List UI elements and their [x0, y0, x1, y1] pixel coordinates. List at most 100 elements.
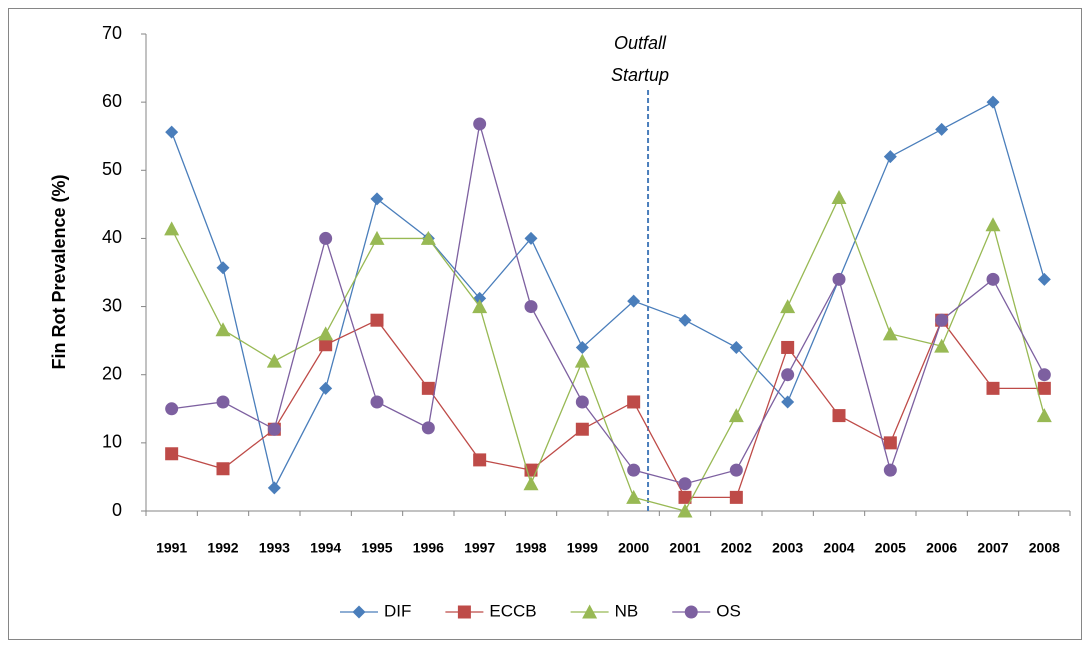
- legend-marker: [582, 604, 598, 619]
- data-point: [523, 476, 539, 491]
- data-point: [421, 421, 435, 435]
- data-point: [781, 368, 795, 382]
- series-line: [171, 101, 1045, 490]
- data-point: [267, 481, 281, 495]
- data-point: [677, 503, 693, 518]
- legend-label: OS: [716, 601, 741, 620]
- x-tick-label: 1999: [567, 540, 598, 556]
- x-tick-label: 2000: [618, 540, 649, 556]
- legend-label: ECCB: [489, 601, 536, 620]
- data-point: [319, 338, 333, 352]
- x-tick-label: 1995: [361, 540, 392, 556]
- data-point: [370, 192, 384, 206]
- data-point: [216, 261, 230, 275]
- y-tick-label: 0: [112, 500, 122, 520]
- data-point: [318, 326, 334, 341]
- legend-marker: [352, 605, 366, 619]
- data-point: [164, 221, 180, 236]
- x-tick-label: 1998: [515, 540, 546, 556]
- series-line: [171, 195, 1045, 512]
- data-point: [1036, 408, 1052, 423]
- y-tick-label: 40: [102, 227, 122, 247]
- y-tick-label: 60: [102, 91, 122, 111]
- data-point: [729, 340, 743, 354]
- data-point: [986, 95, 1000, 109]
- data-point: [985, 217, 1001, 232]
- y-tick-label: 50: [102, 159, 122, 179]
- y-tick-label: 10: [102, 432, 122, 452]
- data-point: [935, 122, 949, 136]
- data-point: [883, 436, 897, 450]
- annotation-text: Outfall: [614, 33, 667, 53]
- data-point: [728, 408, 744, 423]
- data-point: [678, 313, 692, 327]
- data-point: [370, 313, 384, 327]
- data-point: [729, 463, 743, 477]
- data-point: [626, 489, 642, 504]
- data-point: [524, 300, 538, 314]
- data-point: [266, 353, 282, 368]
- data-point: [216, 395, 230, 409]
- y-tick-label: 30: [102, 295, 122, 315]
- x-tick-label: 1996: [413, 540, 444, 556]
- data-point: [831, 190, 847, 205]
- data-point: [781, 395, 795, 409]
- data-point: [781, 340, 795, 354]
- x-tick-label: 2007: [977, 540, 1008, 556]
- chart-frame: [8, 8, 1082, 640]
- y-axis-title: Fin Rot Prevalence (%): [49, 174, 69, 369]
- x-tick-label: 1994: [310, 540, 341, 556]
- data-point: [165, 447, 179, 461]
- x-tick-label: 1993: [259, 540, 290, 556]
- data-point: [216, 462, 230, 476]
- legend-marker: [457, 605, 471, 619]
- data-point: [575, 395, 589, 409]
- data-point: [369, 230, 385, 245]
- data-point: [1037, 381, 1051, 395]
- data-point: [165, 125, 179, 139]
- data-point: [575, 340, 589, 354]
- data-point: [780, 299, 796, 314]
- series-line: [171, 318, 1045, 499]
- data-point: [986, 272, 1000, 286]
- data-point: [883, 463, 897, 477]
- data-point: [678, 490, 692, 504]
- x-tick-label: 1997: [464, 540, 495, 556]
- x-tick-label: 2002: [721, 540, 752, 556]
- data-point: [627, 395, 641, 409]
- data-point: [215, 322, 231, 337]
- data-point: [420, 230, 436, 245]
- data-point: [934, 338, 950, 353]
- data-point: [627, 294, 641, 308]
- data-point: [935, 313, 949, 327]
- data-point: [883, 150, 897, 164]
- x-tick-label: 2008: [1029, 540, 1060, 556]
- data-point: [421, 381, 435, 395]
- data-point: [472, 299, 488, 314]
- annotation-text: Startup: [611, 65, 669, 85]
- data-point: [729, 490, 743, 504]
- data-point: [1037, 272, 1051, 286]
- data-point: [319, 381, 333, 395]
- data-point: [1037, 368, 1051, 382]
- legend-label: DIF: [384, 601, 411, 620]
- legend-marker: [684, 605, 698, 619]
- data-point: [165, 402, 179, 416]
- data-point: [986, 381, 1000, 395]
- data-point: [832, 272, 846, 286]
- data-point: [678, 477, 692, 491]
- legend-label: NB: [615, 601, 639, 620]
- series-line: [171, 123, 1045, 485]
- data-point: [832, 409, 846, 423]
- x-tick-label: 2006: [926, 540, 957, 556]
- data-point: [524, 231, 538, 245]
- x-tick-label: 2001: [669, 540, 700, 556]
- data-point: [473, 453, 487, 467]
- data-point: [370, 395, 384, 409]
- data-point: [319, 231, 333, 245]
- x-tick-label: 1992: [207, 540, 238, 556]
- data-point: [882, 326, 898, 341]
- x-tick-label: 1991: [156, 540, 187, 556]
